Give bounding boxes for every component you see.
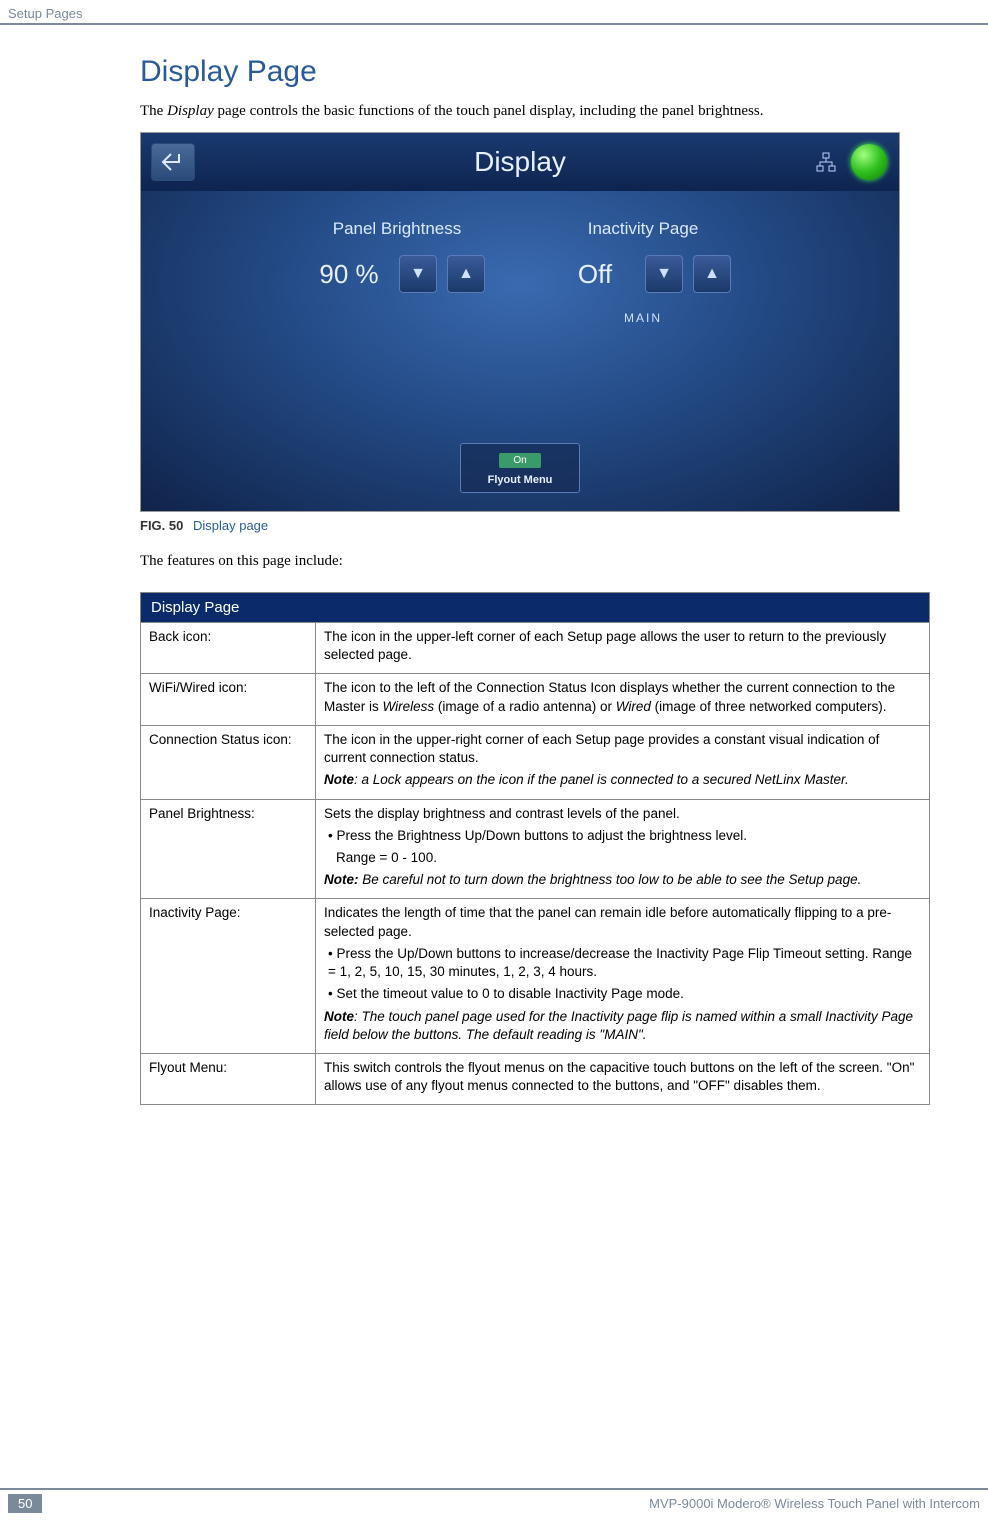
wired-icon: [813, 149, 839, 175]
panel-brightness-value: 90 %: [309, 259, 389, 290]
screenshot-body: Panel Brightness 90 % ▼ ▲ Inactivity Pag…: [141, 191, 899, 325]
text-run: Be careful not to turn down the brightne…: [359, 872, 862, 887]
row-value: Sets the display brightness and contrast…: [316, 799, 930, 899]
cell-text: This switch controls the flyout menus on…: [324, 1059, 921, 1095]
intro-prefix: The: [140, 103, 167, 119]
row-key: Flyout Menu:: [141, 1053, 316, 1104]
content: Display Page The Display page controls t…: [0, 25, 988, 1105]
cell-text: Indicates the length of time that the pa…: [324, 904, 921, 940]
inactivity-main-label: MAIN: [555, 311, 731, 325]
table-row: Flyout Menu:This switch controls the fly…: [141, 1053, 930, 1104]
back-icon[interactable]: [151, 143, 195, 181]
features-table: Display Page Back icon:The icon in the u…: [140, 592, 930, 1105]
inactivity-label: Inactivity Page: [555, 219, 731, 239]
text-run: Note: [324, 1009, 354, 1024]
row-value: The icon in the upper-left corner of eac…: [316, 623, 930, 674]
row-key: Back icon:: [141, 623, 316, 674]
cell-indent: Range = 0 - 100.: [324, 849, 921, 867]
row-key: Connection Status icon:: [141, 725, 316, 799]
cell-text: The icon in the upper-left corner of eac…: [324, 628, 921, 664]
cell-richtext: Note: a Lock appears on the icon if the …: [324, 771, 921, 789]
row-key: Panel Brightness:: [141, 799, 316, 899]
cell-richtext: Note: Be careful not to turn down the br…: [324, 871, 921, 889]
row-value: This switch controls the flyout menus on…: [316, 1053, 930, 1104]
figure-caption: FIG. 50 Display page: [140, 518, 928, 533]
inactivity-row: Off ▼ ▲: [555, 255, 731, 293]
cell-richtext: Note: The touch panel page used for the …: [324, 1008, 921, 1044]
inactivity-down-button[interactable]: ▼: [645, 255, 683, 293]
text-run: Wireless: [383, 699, 435, 714]
connection-status-icon: [851, 144, 887, 180]
text-run: Wired: [616, 699, 651, 714]
intro-ital: Display: [167, 103, 214, 119]
table-row: Back icon:The icon in the upper-left cor…: [141, 623, 930, 674]
screenshot-titlebar: Display: [141, 133, 899, 191]
footer: 50 MVP-9000i Modero® Wireless Touch Pane…: [0, 1488, 988, 1523]
panel-brightness-label: Panel Brightness: [309, 219, 485, 239]
brightness-up-button[interactable]: ▲: [447, 255, 485, 293]
cell-bullet: Press the Brightness Up/Down buttons to …: [324, 827, 921, 845]
text-run: (image of a radio antenna) or: [434, 699, 616, 714]
row-key: WiFi/Wired icon:: [141, 674, 316, 725]
inactivity-value: Off: [555, 259, 635, 290]
features-intro: The features on this page include:: [140, 553, 928, 570]
flyout-label: Flyout Menu: [469, 474, 571, 486]
running-header: Setup Pages: [0, 0, 988, 25]
inactivity-group: Inactivity Page Off ▼ ▲ MAIN: [555, 219, 731, 325]
text-run: : The touch panel page used for the Inac…: [324, 1009, 913, 1042]
figure-number: FIG. 50: [140, 518, 183, 533]
flyout-toggle[interactable]: On: [499, 453, 540, 468]
intro-paragraph: The Display page controls the basic func…: [140, 103, 928, 120]
row-value: The icon to the left of the Connection S…: [316, 674, 930, 725]
row-value: The icon in the upper-right corner of ea…: [316, 725, 930, 799]
display-screenshot: Display Panel Brightness 90 % ▼ ▲ Inacti…: [140, 132, 900, 512]
inactivity-up-button[interactable]: ▲: [693, 255, 731, 293]
row-value: Indicates the length of time that the pa…: [316, 899, 930, 1054]
table-row: Panel Brightness: Sets the display bright…: [141, 799, 930, 899]
page: Setup Pages Display Page The Display pag…: [0, 0, 988, 1523]
footer-product: MVP-9000i Modero® Wireless Touch Panel w…: [649, 1496, 980, 1511]
footer-inner: 50 MVP-9000i Modero® Wireless Touch Pane…: [0, 1490, 988, 1523]
cell-richtext: The icon to the left of the Connection S…: [324, 679, 921, 715]
table-row: Inactivity Page:Indicates the length of …: [141, 899, 930, 1054]
text-run: Note:: [324, 872, 359, 887]
table-row: Connection Status icon:The icon in the u…: [141, 725, 930, 799]
cell-bullet: Set the timeout value to 0 to disable In…: [324, 985, 921, 1003]
panel-brightness-row: 90 % ▼ ▲: [309, 255, 485, 293]
text-run: (image of three networked computers).: [651, 699, 887, 714]
table-header: Display Page: [141, 593, 930, 623]
panel-brightness-group: Panel Brightness 90 % ▼ ▲: [309, 219, 485, 325]
flyout-menu-box: On Flyout Menu: [460, 443, 580, 493]
text-run: : a Lock appears on the icon if the pane…: [354, 772, 849, 787]
screenshot-title: Display: [474, 146, 566, 178]
figure-text: Display page: [193, 518, 268, 533]
text-run: Note: [324, 772, 354, 787]
row-key: Inactivity Page:: [141, 899, 316, 1054]
intro-suffix: page controls the basic functions of the…: [214, 103, 764, 119]
table-row: WiFi/Wired icon:The icon to the left of …: [141, 674, 930, 725]
page-number: 50: [8, 1494, 42, 1513]
cell-bullet: Press the Up/Down buttons to increase/de…: [324, 945, 921, 981]
header-section: Setup Pages: [8, 6, 82, 21]
brightness-down-button[interactable]: ▼: [399, 255, 437, 293]
cell-text: Sets the display brightness and contrast…: [324, 805, 921, 823]
cell-text: The icon in the upper-right corner of ea…: [324, 731, 921, 767]
page-title: Display Page: [140, 55, 928, 89]
